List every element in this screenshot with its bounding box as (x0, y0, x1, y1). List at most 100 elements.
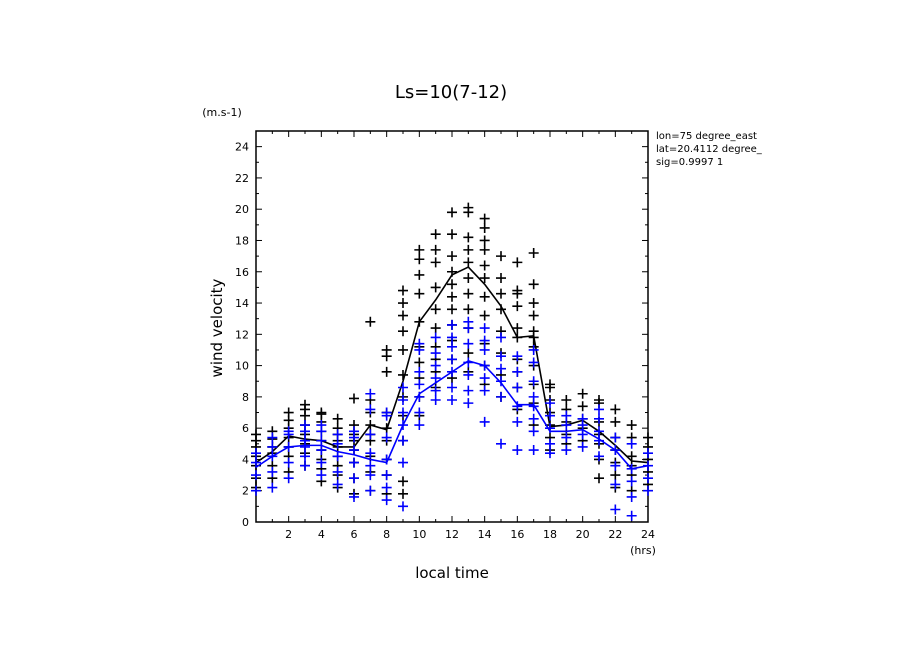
data-point (528, 326, 539, 337)
x-tick-label: 18 (543, 528, 557, 541)
y-tick-label: 24 (235, 141, 249, 154)
annotation-sig: sig=0.9997 1 (656, 157, 723, 168)
data-point (251, 470, 261, 481)
y-tick-label: 10 (235, 360, 249, 373)
data-point (267, 432, 278, 443)
data-point (414, 269, 425, 280)
data-point (561, 420, 572, 431)
data-point (626, 451, 637, 462)
data-point (479, 260, 490, 271)
x-unit-label: (hrs) (630, 544, 656, 557)
data-point (528, 279, 539, 290)
x-tick-label: 22 (608, 528, 622, 541)
y-tick-label: 8 (242, 391, 249, 404)
data-point (365, 388, 376, 399)
data-point (398, 298, 408, 309)
data-point (398, 488, 408, 499)
data-point (626, 476, 637, 487)
data-point (463, 257, 474, 268)
data-point (512, 257, 523, 268)
data-point (479, 222, 490, 233)
data-point (463, 316, 474, 327)
data-point (430, 360, 441, 371)
data-point (626, 438, 637, 449)
data-point (610, 479, 621, 490)
data-point (512, 401, 523, 412)
data-point (594, 395, 604, 406)
data-point (381, 344, 392, 355)
data-point (447, 207, 457, 218)
x-tick-label: 12 (445, 528, 459, 541)
data-point (316, 407, 327, 418)
data-point (643, 448, 653, 459)
data-point (316, 457, 327, 468)
data-point (447, 354, 457, 365)
data-point (479, 335, 490, 346)
data-point (300, 420, 310, 431)
data-point (414, 254, 425, 265)
data-point (528, 376, 539, 387)
data-point (479, 373, 490, 384)
data-point (381, 482, 392, 493)
data-point (496, 351, 506, 362)
data-point (479, 235, 490, 246)
data-point (365, 460, 376, 471)
data-point (496, 391, 506, 402)
x-tick-label: 24 (641, 528, 655, 541)
data-point (447, 229, 457, 240)
data-point (398, 407, 408, 418)
data-point (463, 369, 474, 380)
data-point (545, 448, 555, 459)
data-point (512, 382, 523, 393)
data-point (643, 432, 653, 443)
data-point (528, 426, 539, 437)
data-point (398, 457, 408, 468)
data-point (332, 451, 343, 462)
data-point (512, 416, 523, 427)
data-point (430, 282, 441, 293)
data-point (267, 466, 278, 477)
data-point (349, 473, 359, 484)
data-point (463, 385, 474, 396)
y-axis-label: wind velocity (208, 278, 226, 377)
data-point (512, 285, 523, 296)
x-tick-label: 4 (318, 528, 325, 541)
data-point (610, 404, 621, 415)
data-point (463, 273, 474, 284)
data-point (528, 391, 539, 402)
data-point (381, 432, 392, 443)
chart-title: Ls=10(7-12) (395, 82, 507, 103)
data-point (430, 395, 441, 406)
data-point (398, 285, 408, 296)
data-point (365, 448, 376, 459)
data-point (414, 244, 425, 255)
data-point (447, 319, 457, 330)
data-point (545, 438, 555, 449)
y-tick-label: 18 (235, 234, 249, 247)
y-tick-label: 4 (242, 453, 249, 466)
data-point (496, 273, 506, 284)
data-point (300, 399, 310, 410)
data-point (479, 323, 490, 334)
data-point (643, 485, 653, 496)
data-point (251, 448, 261, 459)
data-point (365, 470, 376, 481)
data-point (610, 460, 621, 471)
data-point (365, 429, 376, 440)
data-point (447, 251, 457, 262)
data-point (577, 401, 588, 412)
data-point (528, 357, 539, 368)
data-point (545, 410, 555, 421)
data-point (251, 429, 261, 440)
data-point (430, 385, 441, 396)
data-point (447, 395, 457, 406)
data-point (349, 426, 359, 437)
data-point (447, 304, 457, 315)
data-point (398, 326, 408, 337)
y-tick-label: 14 (235, 297, 249, 310)
data-point (398, 476, 408, 487)
annotation-lat: lat=20.4112 degree_ (656, 144, 763, 155)
data-point (332, 413, 343, 424)
data-point (626, 510, 637, 521)
